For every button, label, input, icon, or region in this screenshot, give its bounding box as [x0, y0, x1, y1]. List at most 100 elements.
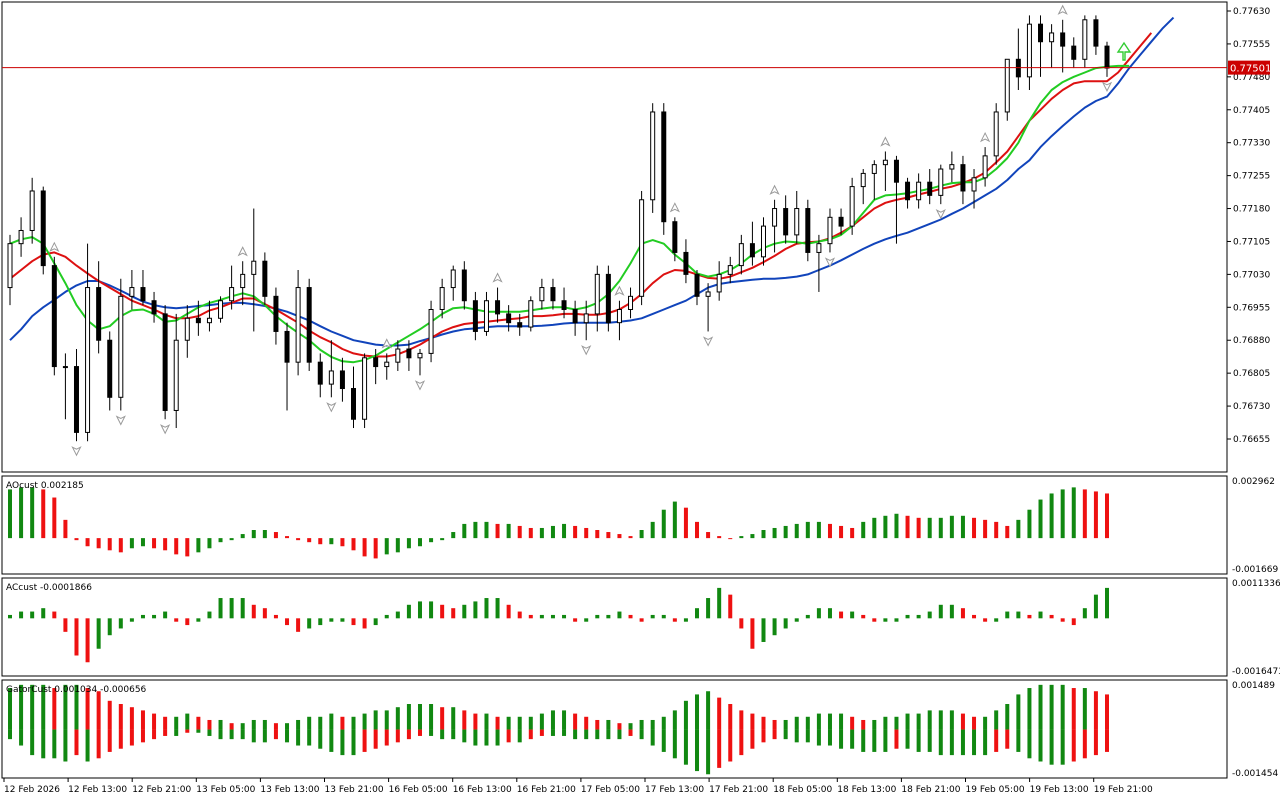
candle — [794, 190, 800, 244]
candle-body — [583, 313, 589, 324]
gator-upper-bar — [340, 716, 345, 730]
gator-upper-bar — [861, 719, 866, 730]
ac-bar — [827, 608, 832, 619]
gator-pane[interactable] — [1, 679, 1228, 779]
candle-body — [517, 322, 523, 328]
gator-lower-bar — [384, 729, 389, 746]
ao-bar — [772, 527, 777, 539]
ac-bar — [417, 601, 422, 619]
fractal-up-icon — [492, 272, 503, 283]
ac-bar — [573, 618, 578, 622]
candle-body — [738, 243, 744, 267]
gator-lower-bar — [373, 729, 378, 749]
candle-body — [328, 370, 334, 385]
gator-lower-bar — [174, 729, 179, 736]
ao-bar — [273, 532, 278, 539]
candle-body — [428, 309, 434, 354]
candle — [749, 221, 755, 266]
gator-lower-bar — [905, 729, 910, 749]
ac-bar — [207, 611, 212, 619]
gator-upper-bar — [517, 716, 522, 730]
candle — [694, 269, 700, 306]
ao-bar — [329, 538, 334, 545]
ao-bar — [362, 538, 367, 557]
price-tick-label: 0.76730 — [1233, 402, 1270, 412]
gator-lower-bar — [1082, 729, 1087, 759]
gator-upper-bar — [661, 716, 666, 730]
gator-lower-bar — [794, 729, 799, 743]
ao-bar — [429, 538, 434, 543]
candle-body — [938, 168, 944, 196]
gator-lower-bar — [772, 729, 777, 740]
ao-bar — [595, 530, 600, 539]
ao-bar — [916, 517, 921, 539]
candle-body — [849, 186, 855, 227]
gator-lower-bar — [528, 729, 533, 740]
gator-upper-bar — [628, 723, 633, 730]
candle-body — [827, 216, 833, 245]
candle-body — [85, 287, 91, 433]
ao-bar — [983, 519, 988, 539]
gator-lower-bar — [451, 729, 456, 740]
candle-body — [672, 221, 678, 253]
candle — [539, 278, 545, 310]
main-pane[interactable] — [1, 1, 1228, 473]
ac-bar — [318, 618, 323, 626]
time-tick-label: 18 Feb 05:00 — [773, 785, 832, 795]
ao-bar — [783, 525, 788, 539]
candle-body — [927, 181, 933, 196]
ac-bar — [927, 611, 932, 619]
gator-lower-bar — [550, 729, 555, 736]
candle-body — [107, 339, 113, 398]
ao-bar — [8, 489, 12, 539]
candle-body — [162, 313, 168, 411]
price-tick-label: 0.77105 — [1233, 237, 1270, 247]
candle-body — [506, 313, 512, 324]
price-axis: 0.77630 0.77555 0.77480 0.77405 0.77330 0.772… — [1227, 7, 1270, 445]
ao-bar — [52, 497, 57, 539]
gator-upper-bar — [8, 688, 12, 730]
gator-lower-bar — [329, 729, 334, 752]
ac-pane[interactable] — [1, 577, 1228, 677]
gator-upper-bar — [495, 716, 500, 730]
ac-bar — [41, 608, 46, 619]
gator-lower-bar — [30, 729, 35, 756]
time-tick-label: 16 Feb 21:00 — [517, 785, 576, 795]
gator-lower-bar — [949, 729, 954, 756]
fractal-down-icon — [702, 336, 714, 347]
gator-lower-bar — [584, 729, 589, 740]
fractal-down-icon — [935, 209, 946, 220]
gator-upper-bar — [129, 707, 134, 730]
gator-upper-bar — [683, 700, 688, 730]
candle-body — [949, 164, 955, 170]
ao-bar — [140, 538, 145, 547]
ac-bar — [661, 614, 666, 619]
gator-upper-bar — [41, 684, 46, 730]
candle-body — [661, 111, 667, 223]
ac-bar — [1082, 608, 1087, 619]
candle — [583, 300, 589, 341]
candle-body — [1026, 23, 1032, 78]
ac-bottom-tick: -0.0016473 — [1232, 667, 1280, 677]
ac-bar — [406, 604, 411, 619]
ao-pane[interactable] — [1, 475, 1228, 575]
candle — [295, 269, 301, 376]
gator-lower-bar — [218, 729, 223, 740]
gator-upper-bar — [307, 716, 312, 730]
gator-upper-bar — [251, 719, 256, 730]
gator-lower-bar — [118, 729, 123, 749]
gator-lower-bar — [417, 729, 422, 736]
gator-lower-bar — [96, 729, 101, 759]
candle-body — [206, 317, 212, 324]
candle-body — [1104, 45, 1110, 69]
candle — [251, 208, 257, 332]
candle-body — [905, 181, 911, 201]
gator-lower-bar — [706, 729, 711, 775]
ao-bar — [484, 521, 489, 539]
gator-lower-bar — [251, 729, 256, 743]
price-tick-label: 0.77180 — [1233, 205, 1270, 215]
ac-bar — [484, 598, 489, 619]
candle-body — [450, 269, 456, 289]
ac-bar — [894, 618, 899, 622]
